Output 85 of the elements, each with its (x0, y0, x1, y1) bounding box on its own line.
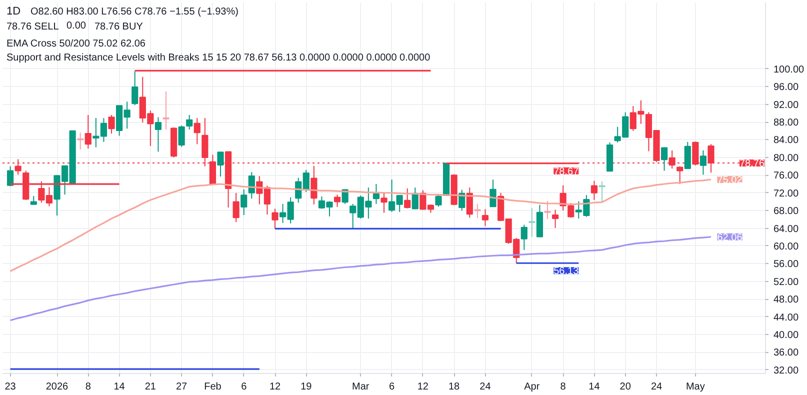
candlestick (240, 188, 248, 216)
candlestick (528, 207, 536, 238)
candlestick (676, 166, 684, 185)
y-tick-label: 100.00 (774, 64, 805, 76)
candlestick (217, 151, 224, 177)
x-tick-label: Mar (352, 382, 370, 392)
y-tick-label: 64.00 (774, 224, 799, 235)
candlestick (162, 90, 170, 130)
y-tick-label: 88.00 (774, 118, 799, 129)
x-tick-label: 6 (389, 382, 396, 392)
data-label: 75.02 (717, 175, 743, 186)
y-tick-label: 76.00 (774, 170, 799, 182)
x-tick-label: 14 (588, 382, 600, 392)
candlestick (334, 194, 341, 208)
candlestick (248, 172, 255, 200)
candlestick (84, 114, 92, 150)
candlestick (684, 141, 691, 170)
x-tick-label: 18 (448, 382, 460, 392)
candlestick (232, 192, 240, 223)
x-tick-label: 6 (241, 382, 248, 392)
candlestick (544, 200, 551, 220)
y-tick-label: 44.00 (774, 312, 799, 324)
y-tick-label: 56.00 (774, 259, 799, 270)
x-tick-label: 19 (300, 382, 312, 392)
line-series (9, 236, 712, 322)
candlestick (552, 209, 559, 228)
x-tick-label: 24 (650, 382, 662, 392)
candlestick (520, 224, 528, 250)
x-tick-label: 2026 (46, 382, 69, 392)
x-tick-label: 8 (85, 382, 92, 392)
data-label: 78.67 (554, 166, 580, 178)
y-tick-label: 36.00 (774, 348, 799, 359)
annotation: Support and Resistance Levels with Breaks 15 15 20 78.67 56.13 0.0000 0.0000 0.0000 0.0000 (6, 52, 431, 64)
candlestick (490, 179, 496, 208)
y-tick-label: 52.00 (774, 276, 799, 288)
annotation: EMA Cross 50/200 75.02 62.06 (6, 38, 146, 50)
ref-line-label: 78.76 (739, 158, 765, 170)
candlestick (154, 116, 162, 152)
x-tick-label: May (686, 382, 705, 392)
candlestick (435, 194, 442, 208)
candlestick (590, 180, 598, 200)
chart-title: 1D (6, 6, 21, 18)
x-tick-label: Feb (204, 382, 222, 392)
annotation: 0.00 (66, 20, 86, 32)
y-tick-label: 96.00 (774, 82, 799, 94)
x-tick-label: 23 (4, 382, 16, 392)
candlestick (474, 203, 481, 219)
candlestick (482, 208, 489, 227)
y-tick-label: 60.00 (774, 241, 799, 252)
y-tick-label: 84.00 (774, 135, 799, 146)
y-tick-label: 80.00 (774, 152, 799, 164)
candlestick (412, 187, 418, 210)
candlestick (108, 114, 115, 134)
x-tick-label: 27 (176, 382, 188, 392)
candlestick (466, 187, 473, 218)
candlestick (372, 184, 380, 204)
annotation: 78.76 SELL (6, 22, 60, 32)
x-tick-label: 20 (620, 382, 632, 392)
candlestick (310, 165, 318, 205)
candlestick (700, 150, 707, 176)
annotation: 78.76 BUY (94, 22, 144, 32)
x-tick-label: 12 (417, 382, 429, 392)
candlestick (186, 114, 193, 130)
x-tick-label: 12 (269, 382, 281, 392)
annotation: O82.60 H83.00 L76.56 C78.76 −1.55 (−1.93%) (30, 6, 238, 18)
x-tick-label: Apr (524, 382, 540, 392)
candlestick (272, 208, 278, 230)
candlestick (6, 166, 14, 187)
candlestick (660, 146, 668, 172)
candlestick (178, 125, 185, 148)
candlestick (380, 191, 388, 214)
x-tick-label: 8 (560, 382, 566, 392)
y-tick-label: 40.00 (774, 330, 799, 342)
y-tick-label: 72.00 (774, 188, 799, 200)
y-tick-label: 92.00 (774, 100, 799, 111)
y-tick-label: 32.00 (774, 365, 799, 376)
candlestick (194, 118, 200, 145)
data-label: 62.06 (717, 232, 743, 244)
x-tick-label: 14 (114, 382, 126, 392)
y-tick-label: 48.00 (774, 294, 799, 306)
candlestick (132, 70, 138, 106)
x-tick-label: 21 (144, 382, 156, 392)
y-tick-label: 68.00 (774, 206, 799, 218)
candlestick (404, 188, 411, 209)
x-tick-label: 24 (480, 382, 492, 392)
